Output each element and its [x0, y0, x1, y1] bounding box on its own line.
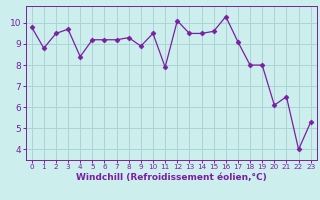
X-axis label: Windchill (Refroidissement éolien,°C): Windchill (Refroidissement éolien,°C): [76, 173, 267, 182]
